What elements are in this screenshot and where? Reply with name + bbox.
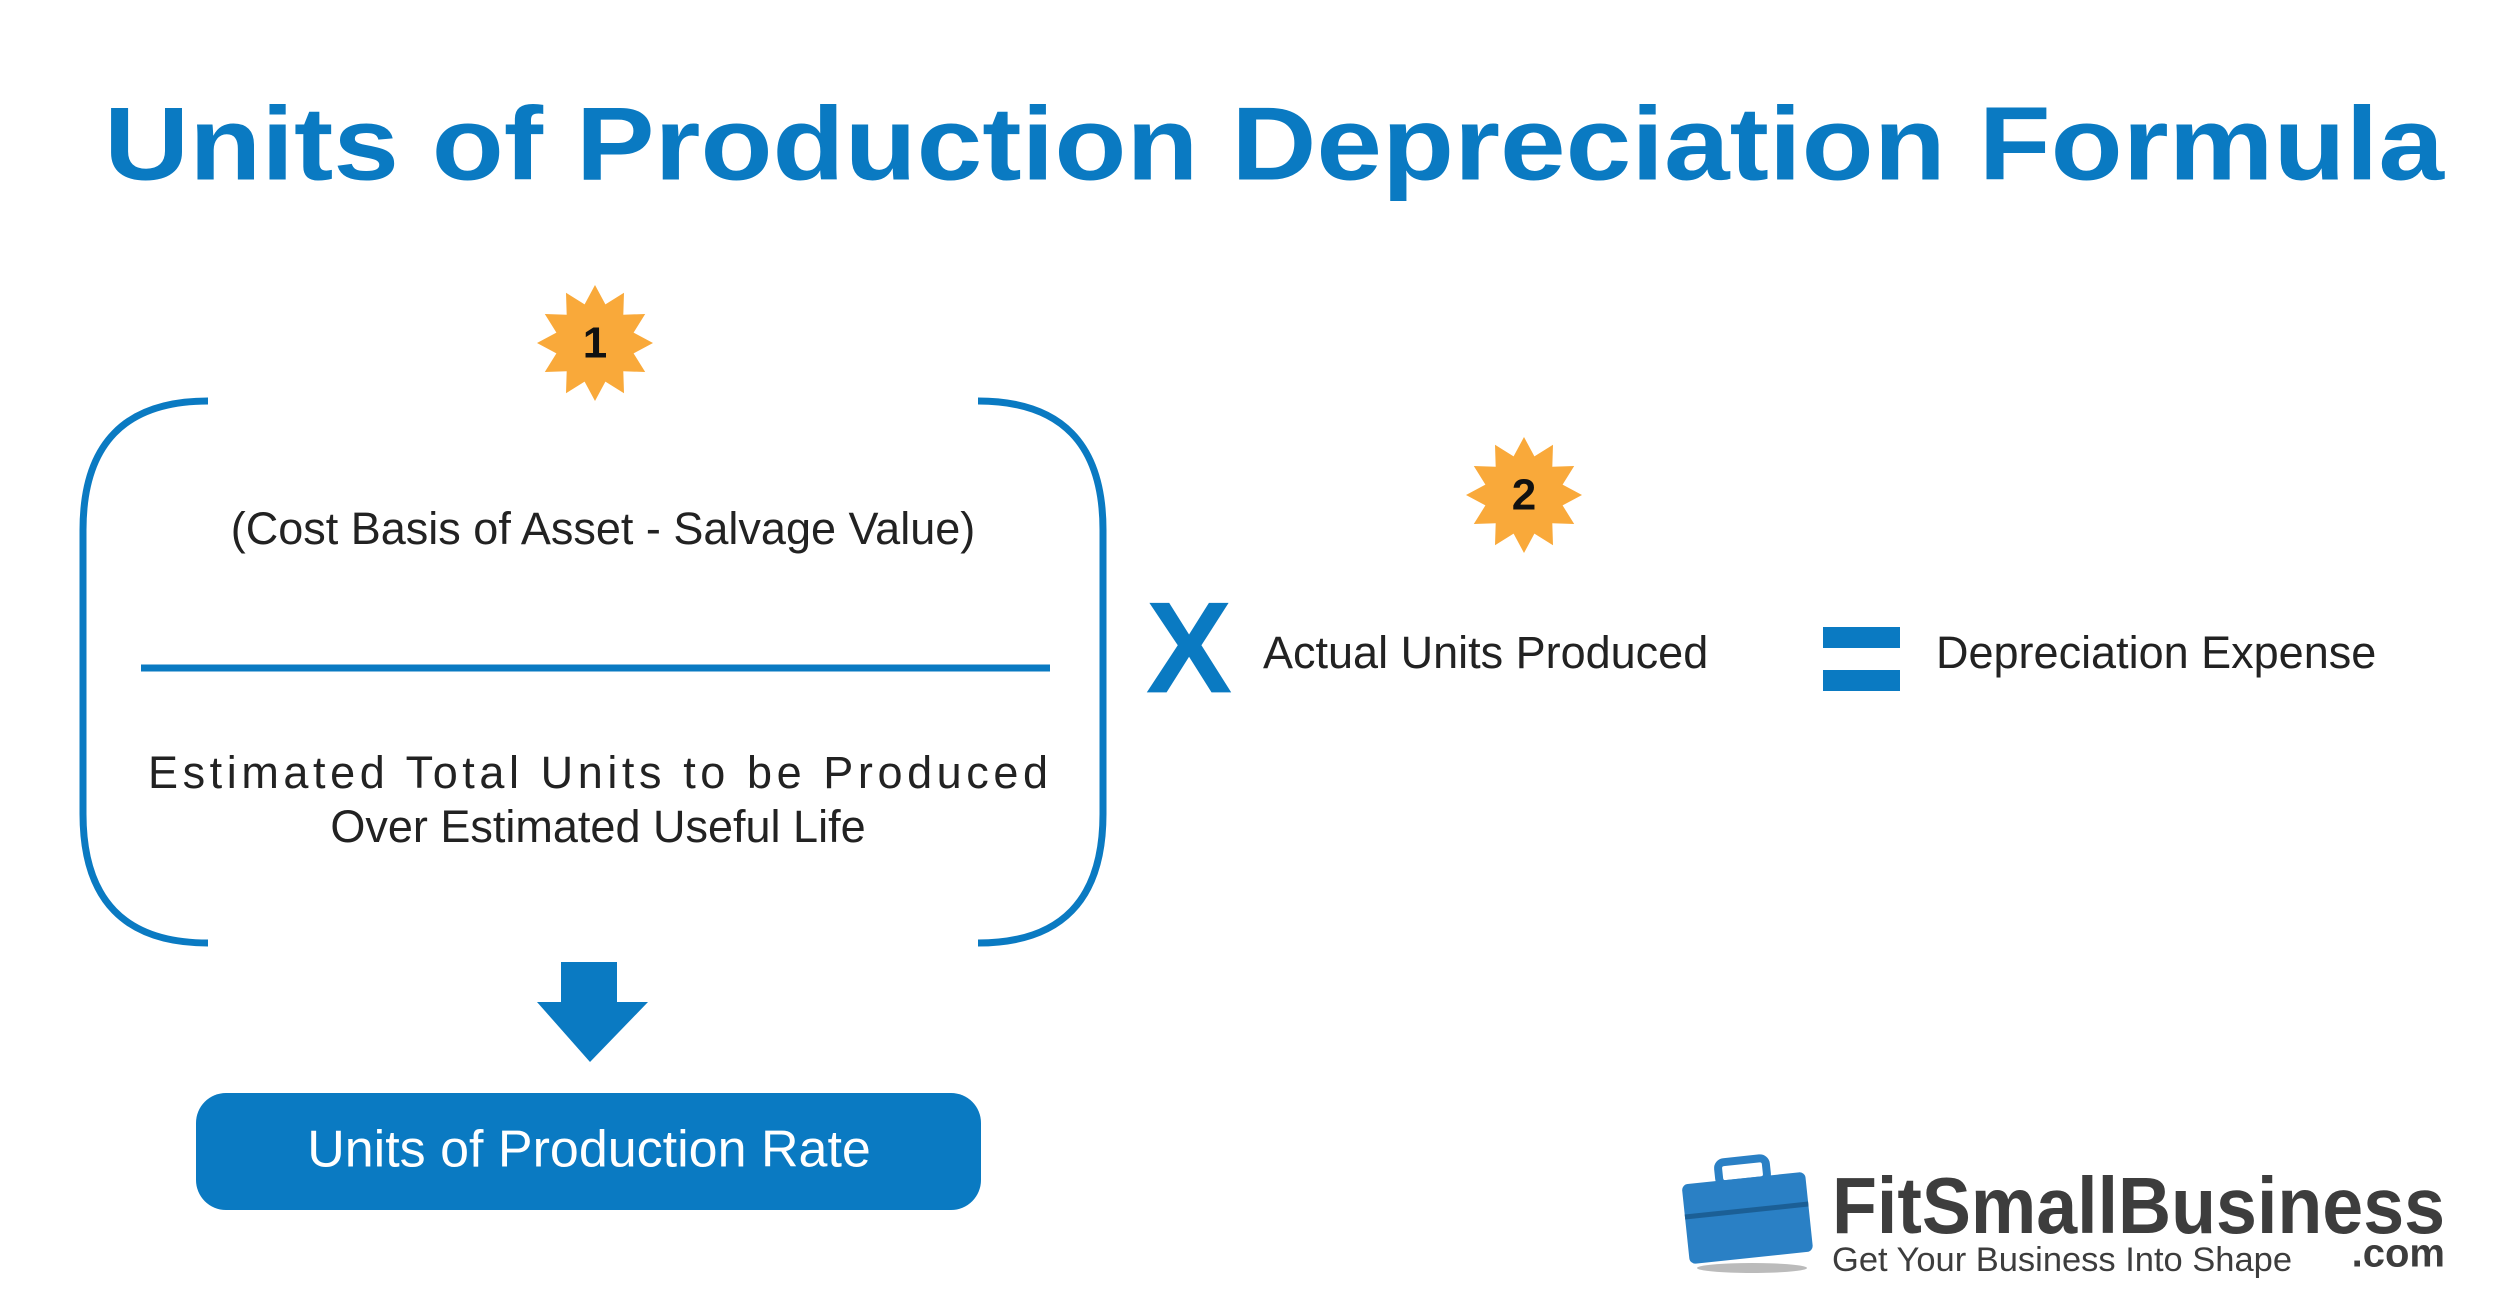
step-badge: 1 (537, 285, 653, 401)
rate-box (196, 1093, 981, 1210)
denominator-line: Over Estimated Useful Life (330, 801, 865, 852)
logo: FitSmallBusiness .com Get Your Business … (1682, 1154, 2445, 1279)
left-bracket (79, 397, 209, 947)
logo-name: FitSmallBusiness (1832, 1161, 2445, 1250)
step-number: 1 (583, 319, 607, 368)
star (1466, 437, 1582, 553)
equals-bar (1823, 627, 1900, 648)
briefcase-icon (1682, 1154, 1813, 1264)
logo-tagline: Get Your Business Into Shape (1832, 1241, 2292, 1279)
denominator-line: Estimated Total Units to be Produced (148, 747, 1048, 798)
result: Depreciation Expense (1936, 627, 2376, 678)
logo-domain: .com (2352, 1232, 2445, 1276)
star (537, 285, 653, 401)
rate-label: Units of Production Rate (307, 1121, 871, 1179)
title: Units of Production Depreciation Formula (104, 86, 2445, 202)
numerator: (Cost Basis of Asset - Salvage Value) (231, 503, 976, 554)
right-bracket (977, 397, 1107, 947)
equals-bar (1823, 670, 1900, 691)
multiply-sign: X (1146, 574, 1233, 720)
arrow-shaft (561, 962, 617, 1004)
arrow-head (537, 1002, 648, 1062)
step-number: 2 (1512, 471, 1536, 520)
step-badge: 2 (1466, 437, 1582, 553)
factor: Actual Units Produced (1263, 627, 1708, 678)
